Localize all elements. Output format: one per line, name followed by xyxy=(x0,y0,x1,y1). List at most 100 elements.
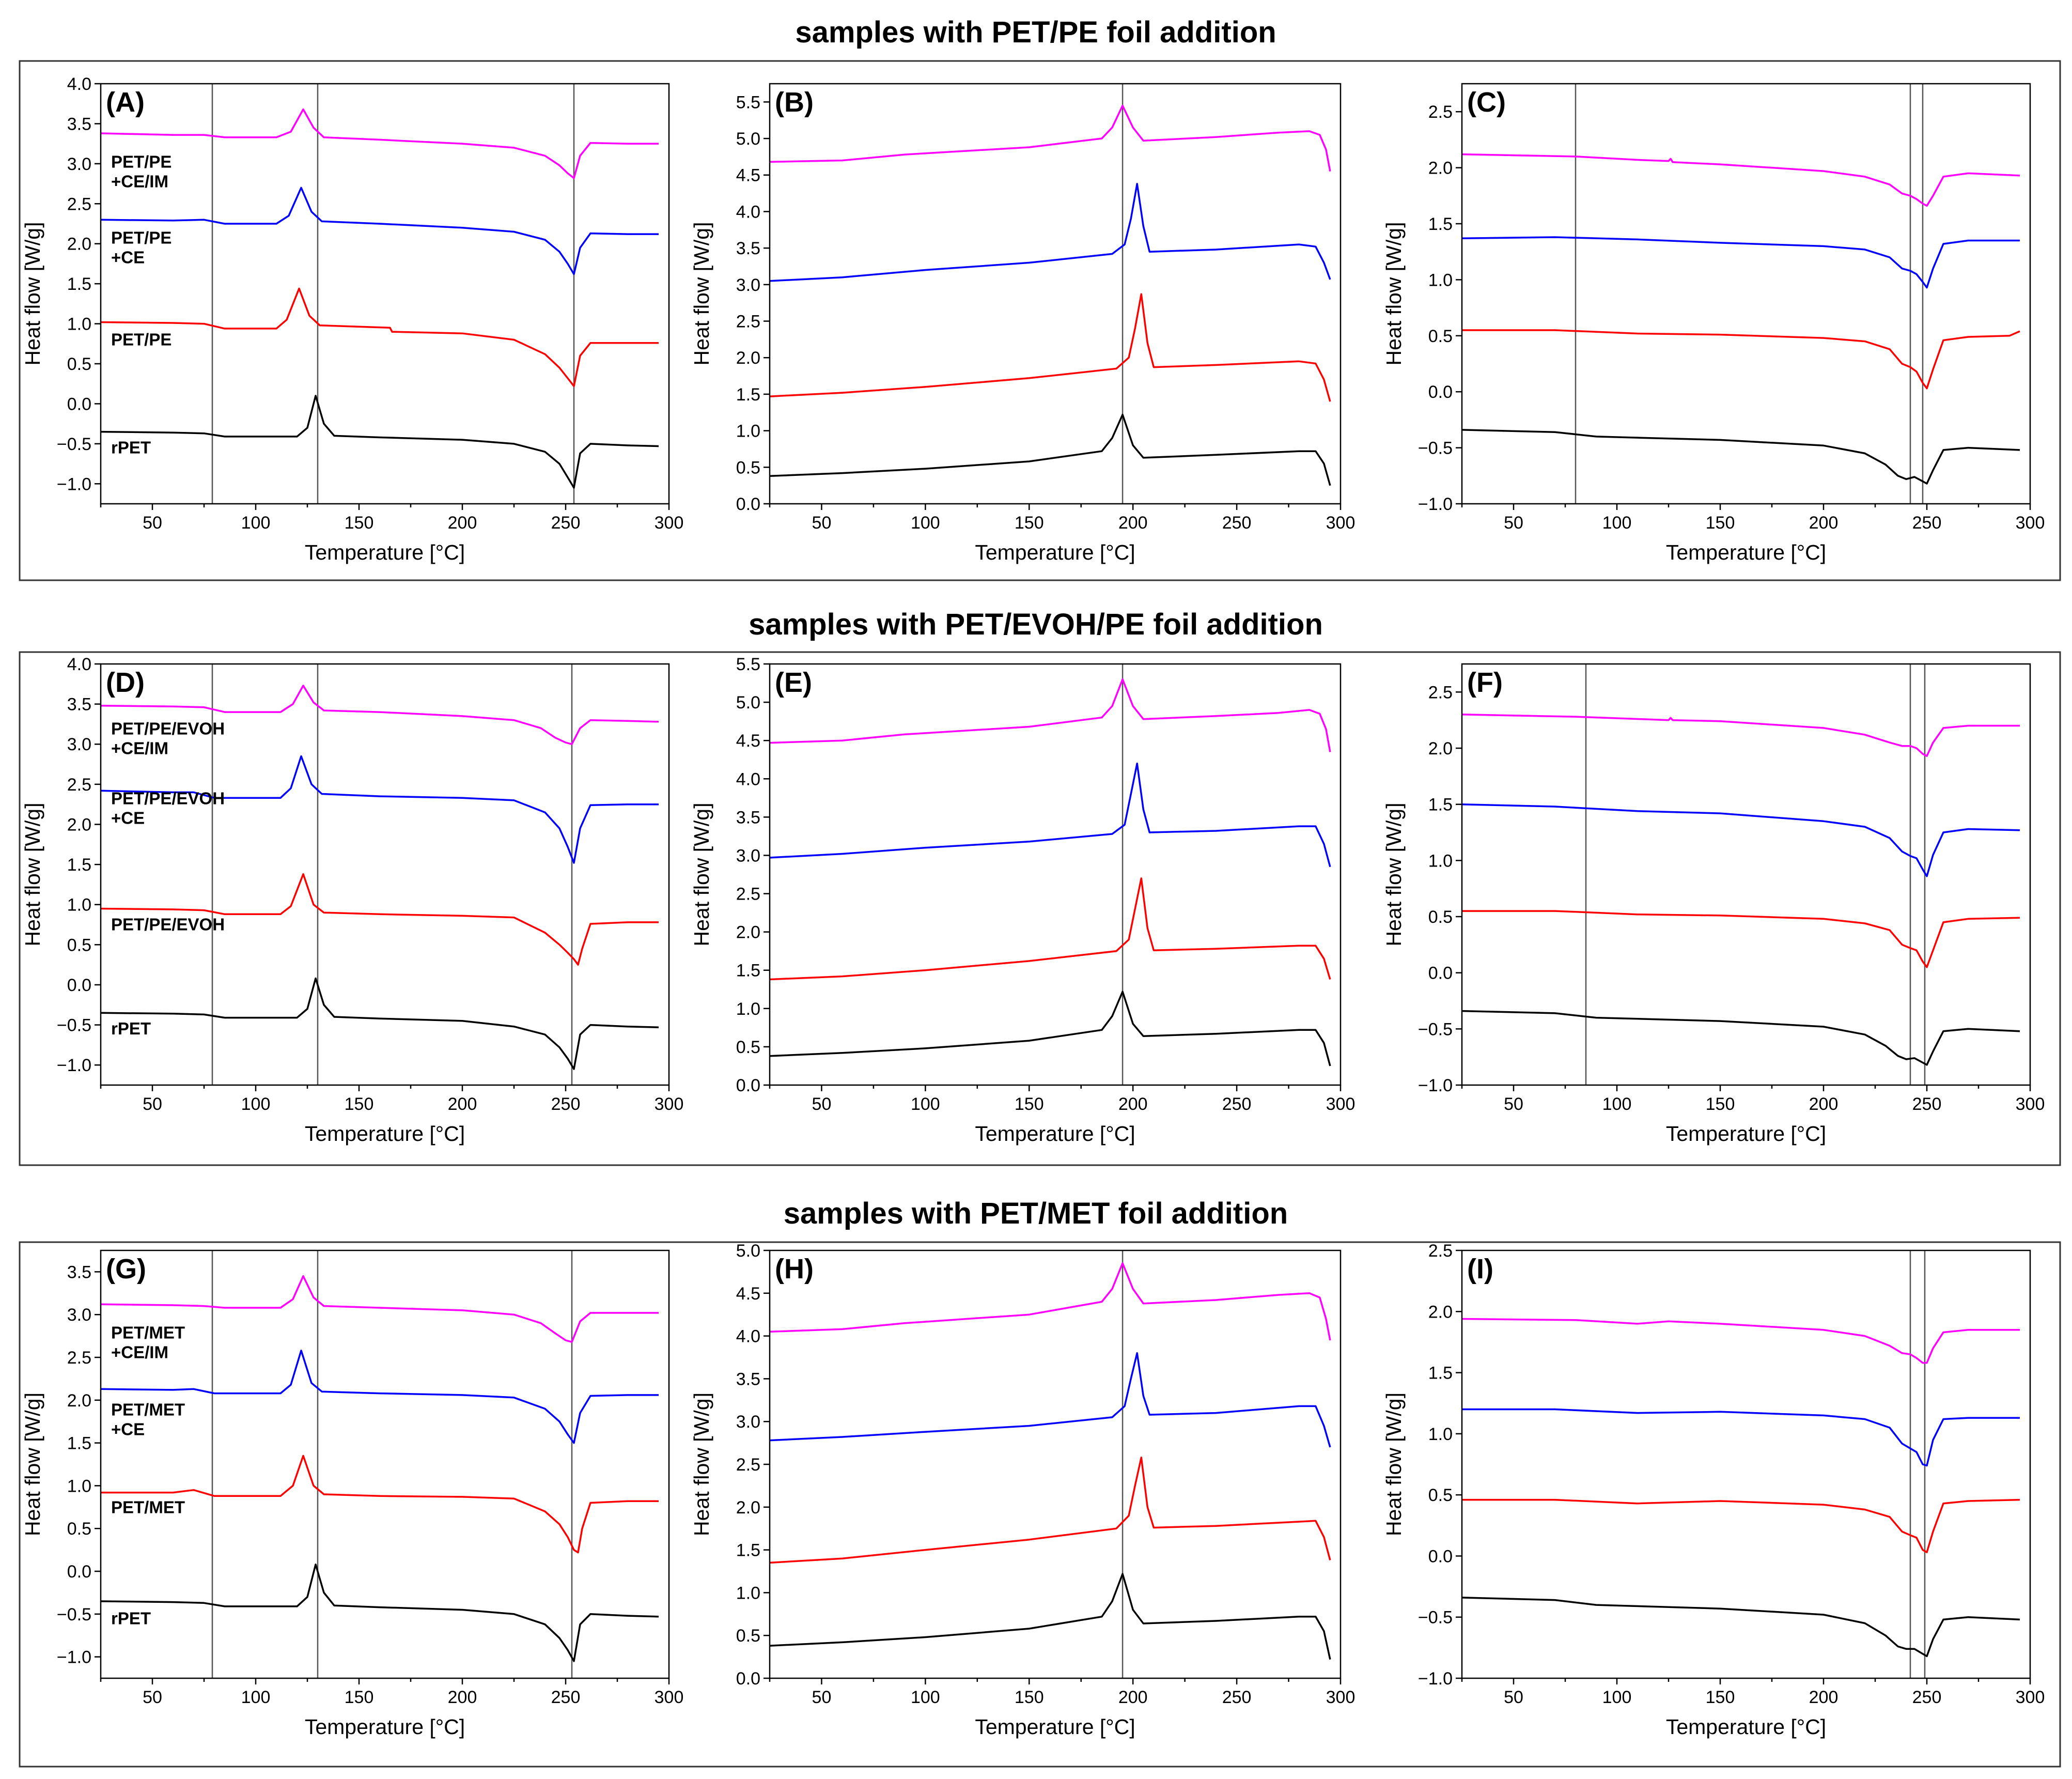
series-line-rpet xyxy=(1461,1010,2020,1066)
y-tick-label: 3.0 xyxy=(736,275,760,295)
y-tick-label: 2.5 xyxy=(67,1348,91,1368)
series-label: PET/PE xyxy=(111,330,172,349)
x-tick-label: 200 xyxy=(1118,1094,1148,1114)
x-axis-label: Temperature [°C] xyxy=(1666,540,1826,564)
y-tick-label: 2.0 xyxy=(1428,159,1453,178)
y-tick-label: −0.5 xyxy=(1418,439,1453,458)
y-tick-label: 2.5 xyxy=(736,312,760,332)
x-tick-label: 150 xyxy=(1706,1688,1735,1707)
x-tick-label: 150 xyxy=(1706,1094,1735,1114)
y-tick-label: 1.0 xyxy=(736,999,760,1019)
series-label: PET/MET xyxy=(111,1497,185,1517)
y-axis-label: Heat flow [W/g] xyxy=(21,803,44,947)
y-tick-label: 5.0 xyxy=(736,693,760,713)
y-tick-label: −0.5 xyxy=(1418,1608,1453,1628)
x-tick-label: 200 xyxy=(1809,513,1839,533)
x-tick-label: 300 xyxy=(655,1688,684,1707)
y-axis-label: Heat flow [W/g] xyxy=(1382,222,1406,366)
y-tick-label: −0.5 xyxy=(57,1016,91,1035)
y-tick-label: 0.0 xyxy=(1428,964,1453,983)
chart-panel-b: 50 100 150 200 250 300 0.0 0.5 1.0 1.5 2.0 2.5 3.0 3.… xyxy=(690,83,1355,564)
y-tick-label: 0.0 xyxy=(736,494,760,514)
y-tick-label: 2.0 xyxy=(1428,739,1453,759)
series-line-ce xyxy=(769,762,1331,868)
x-tick-label: 150 xyxy=(345,1688,374,1707)
x-tick-label: 150 xyxy=(1015,1688,1044,1707)
group-title-pet-evoh-pe: samples with PET/EVOH/PE foil addition xyxy=(749,608,1323,641)
series-line-base xyxy=(100,873,659,966)
x-tick-label: 250 xyxy=(1222,513,1252,533)
series-line-ce-im xyxy=(1461,714,2020,757)
x-tick-label: 250 xyxy=(1912,1688,1942,1707)
panel-label: (B) xyxy=(775,87,814,118)
panel-label: (E) xyxy=(775,667,812,698)
series-line-rpet xyxy=(100,395,659,489)
series-line-rpet xyxy=(1461,429,2020,485)
y-tick-label: −1.0 xyxy=(1418,1669,1453,1689)
y-axis-label: Heat flow [W/g] xyxy=(690,803,713,947)
x-axis-label: Temperature [°C] xyxy=(305,540,465,564)
series-label: PET/PE/EVOH xyxy=(111,915,225,934)
x-tick-label: 50 xyxy=(812,513,832,533)
y-tick-label: 2.5 xyxy=(736,1455,760,1475)
x-tick-label: 300 xyxy=(2016,1688,2045,1707)
x-tick-label: 150 xyxy=(345,1094,374,1114)
group-frame-pet-evoh-pe xyxy=(19,651,2061,1166)
x-tick-label: 250 xyxy=(551,513,581,533)
series-line-ce xyxy=(1461,803,2020,877)
y-tick-label: 4.0 xyxy=(67,655,91,674)
x-tick-label: 100 xyxy=(241,1094,271,1114)
y-tick-label: 1.5 xyxy=(67,274,91,294)
y-tick-label: 0.5 xyxy=(736,1626,760,1646)
series-line-ce-im xyxy=(769,678,1331,752)
y-tick-label: 4.0 xyxy=(736,769,760,789)
plot-area xyxy=(769,83,1342,505)
plot-area xyxy=(1461,1249,2031,1679)
series-line-ce xyxy=(1461,236,2020,289)
y-tick-label: 1.5 xyxy=(67,1434,91,1453)
x-axis-label: Temperature [°C] xyxy=(975,1715,1135,1739)
y-tick-label: 1.0 xyxy=(1428,1425,1453,1444)
y-tick-label: 2.5 xyxy=(67,194,91,214)
group-title-pet-met: samples with PET/MET foil addition xyxy=(784,1197,1288,1230)
plot-area xyxy=(100,663,670,1086)
y-tick-label: −1.0 xyxy=(57,1056,91,1075)
series-label: PET/MET xyxy=(111,1323,185,1342)
y-tick-label: −0.5 xyxy=(57,435,91,454)
series-label: rPET xyxy=(111,1609,151,1628)
x-tick-label: 250 xyxy=(551,1094,581,1114)
series-label: rPET xyxy=(111,438,151,457)
y-tick-label: 1.5 xyxy=(736,1541,760,1560)
y-tick-label: 1.0 xyxy=(67,895,91,915)
panel-label: (G) xyxy=(106,1254,146,1285)
y-tick-label: 2.5 xyxy=(736,885,760,904)
y-tick-label: 2.0 xyxy=(67,815,91,834)
x-tick-label: 200 xyxy=(1809,1094,1839,1114)
y-tick-label: 0.5 xyxy=(1428,327,1453,346)
x-tick-label: 250 xyxy=(1222,1688,1252,1707)
y-tick-label: 1.0 xyxy=(1428,851,1453,871)
plot-area xyxy=(769,663,1342,1086)
panel-label: (H) xyxy=(775,1254,814,1285)
y-tick-label: −1.0 xyxy=(1418,1076,1453,1095)
y-tick-label: 1.5 xyxy=(67,855,91,875)
series-line-ce-im xyxy=(100,685,659,745)
panel-label: (D) xyxy=(106,667,145,698)
y-tick-label: 0.0 xyxy=(736,1669,760,1689)
series-line-rpet xyxy=(100,1564,659,1662)
series-line-ce-im xyxy=(1461,1318,2020,1364)
series-line-base xyxy=(101,1455,659,1554)
y-axis-label: Heat flow [W/g] xyxy=(21,1393,44,1536)
y-axis-label: Heat flow [W/g] xyxy=(690,222,713,366)
y-tick-label: 3.5 xyxy=(736,808,760,827)
plot-area xyxy=(1461,83,2031,505)
chart-panel-f: 50 100 150 200 250 300 −1.0 −0.5 0.0 0.5 1.0 1.5 2.0… xyxy=(1382,663,2045,1146)
chart-panel-d: PET/PE/EVOH+CE/IMPET/PE/EVOH+CEPET/PE/EV… xyxy=(21,655,683,1146)
series-label: +CE/IM xyxy=(111,1343,168,1362)
y-tick-label: 5.0 xyxy=(736,1241,760,1261)
x-tick-label: 150 xyxy=(1015,513,1044,533)
y-tick-label: 3.5 xyxy=(67,1262,91,1282)
y-tick-label: 5.0 xyxy=(736,129,760,149)
